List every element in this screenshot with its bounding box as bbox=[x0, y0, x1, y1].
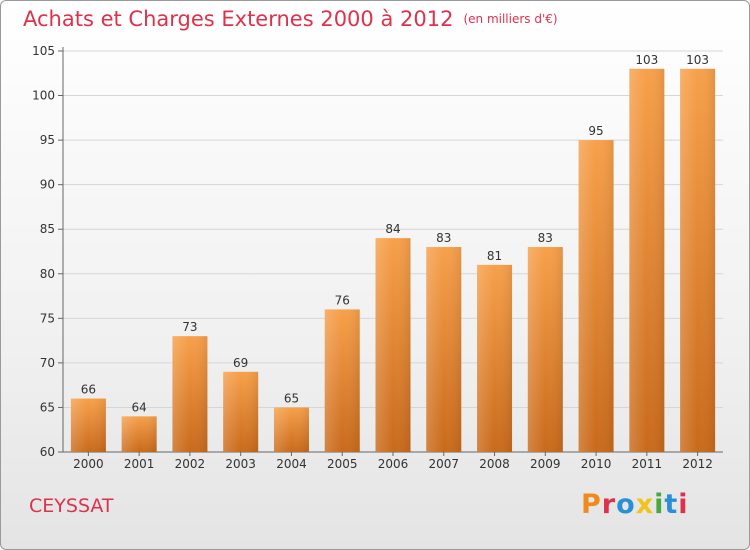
bar-shine-2011 bbox=[629, 68, 665, 453]
bar-shine-2012 bbox=[680, 68, 716, 453]
ytick-label-70: 70 bbox=[40, 356, 55, 370]
bar-shine-2009 bbox=[527, 247, 563, 452]
xtick-label-2002: 2002 bbox=[175, 457, 206, 471]
xtick-label-2005: 2005 bbox=[327, 457, 358, 471]
bar-shine-2001 bbox=[121, 416, 157, 452]
value-label-2006: 84 bbox=[385, 222, 400, 236]
value-label-2012: 103 bbox=[686, 53, 709, 67]
ytick-label-90: 90 bbox=[40, 178, 55, 192]
xtick-label-2003: 2003 bbox=[225, 457, 256, 471]
logo-letter: i bbox=[654, 489, 665, 520]
value-label-2011: 103 bbox=[635, 53, 658, 67]
bar-shine-2007 bbox=[426, 247, 462, 452]
ytick-label-85: 85 bbox=[40, 222, 55, 236]
ytick-label-100: 100 bbox=[32, 89, 55, 103]
value-label-2007: 83 bbox=[436, 231, 451, 245]
value-label-2008: 81 bbox=[487, 249, 502, 263]
bar-shine-2002 bbox=[172, 336, 208, 452]
value-label-2003: 69 bbox=[233, 356, 248, 370]
ytick-label-80: 80 bbox=[40, 267, 55, 281]
value-label-2010: 95 bbox=[588, 124, 603, 138]
logo-letter: r bbox=[601, 489, 617, 520]
bar-shine-2003 bbox=[223, 371, 259, 452]
value-label-2005: 76 bbox=[335, 293, 350, 307]
xtick-label-2010: 2010 bbox=[581, 457, 612, 471]
value-label-2004: 65 bbox=[284, 391, 299, 405]
chart-subtitle: (en milliers d'€) bbox=[463, 12, 558, 26]
title-text: Achats et Charges Externes 2000 à 2012 bbox=[23, 7, 454, 31]
ytick-label-105: 105 bbox=[32, 44, 55, 58]
bar-shine-2008 bbox=[477, 264, 513, 452]
logo-letter: P bbox=[581, 489, 602, 520]
bar-shine-2010 bbox=[578, 140, 614, 452]
xtick-label-2009: 2009 bbox=[530, 457, 561, 471]
labels: 60 65 70 75 80 85 90 95 100 105 66 2000 64 2001 73 2002… bbox=[32, 44, 713, 471]
bars bbox=[70, 68, 716, 453]
ytick-label-60: 60 bbox=[40, 445, 55, 459]
xtick-label-2006: 2006 bbox=[378, 457, 409, 471]
value-label-2002: 73 bbox=[182, 320, 197, 334]
xtick-label-2012: 2012 bbox=[682, 457, 713, 471]
xtick-label-2000: 2000 bbox=[73, 457, 104, 471]
ytick-label-75: 75 bbox=[40, 311, 55, 325]
logo-letter: i bbox=[678, 489, 689, 520]
value-label-2001: 64 bbox=[132, 400, 147, 414]
bar-shine-2005 bbox=[324, 309, 360, 452]
bar-shine-2004 bbox=[273, 407, 309, 452]
xtick-label-2004: 2004 bbox=[276, 457, 307, 471]
bar-shine-2000 bbox=[70, 398, 106, 452]
proxiti-logo: Proxiti bbox=[581, 489, 689, 520]
ytick-label-95: 95 bbox=[40, 133, 55, 147]
chart-title: Achats et Charges Externes 2000 à 2012 (e… bbox=[23, 7, 558, 31]
xtick-label-2011: 2011 bbox=[632, 457, 663, 471]
location-name: CEYSSAT bbox=[29, 495, 114, 517]
logo-letter: t bbox=[664, 489, 679, 520]
value-label-2000: 66 bbox=[81, 383, 96, 397]
logo-letter: o bbox=[616, 489, 636, 520]
xtick-label-2007: 2007 bbox=[428, 457, 459, 471]
ytick-label-65: 65 bbox=[40, 400, 55, 414]
xtick-label-2001: 2001 bbox=[124, 457, 155, 471]
logo-letter: x bbox=[635, 489, 655, 520]
value-label-2009: 83 bbox=[538, 231, 553, 245]
bar-shine-2006 bbox=[375, 238, 411, 452]
xtick-label-2008: 2008 bbox=[479, 457, 510, 471]
